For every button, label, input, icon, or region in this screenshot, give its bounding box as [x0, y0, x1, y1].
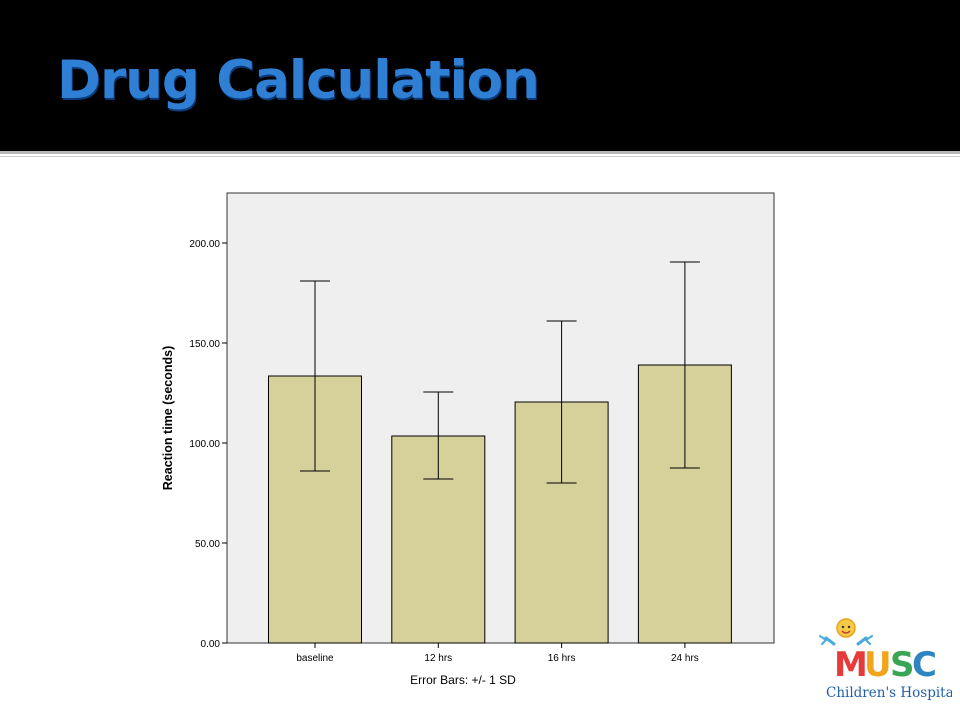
musc-childrens-hospital-logo: M U S C Children's Hospital: [819, 618, 952, 701]
svg-text:M: M: [834, 645, 868, 685]
y-axis-label: Reaction time (seconds): [161, 346, 175, 490]
x-tick-label: 16 hrs: [548, 653, 576, 664]
slide-title: Drug Calculation: [57, 50, 540, 111]
svg-text:U: U: [864, 645, 892, 685]
x-tick-label: 12 hrs: [424, 653, 452, 664]
y-tick-label: 0.00: [201, 639, 221, 650]
y-tick-label: 50.00: [195, 539, 220, 550]
svg-text:S: S: [890, 645, 915, 685]
error-bar-footnote: Error Bars: +/- 1 SD: [410, 673, 516, 687]
y-tick-label: 100.00: [189, 439, 220, 450]
title-divider: [0, 151, 960, 154]
y-tick-label: 200.00: [189, 239, 220, 250]
title-divider-thin: [0, 156, 960, 157]
y-tick-label: 150.00: [189, 339, 220, 350]
logo-subtitle: Children's Hospital: [826, 685, 952, 701]
title-bar: Drug Calculation: [0, 0, 960, 151]
svg-text:C: C: [912, 645, 937, 685]
x-tick-label: 24 hrs: [671, 653, 699, 664]
x-tick-label: baseline: [296, 653, 334, 664]
